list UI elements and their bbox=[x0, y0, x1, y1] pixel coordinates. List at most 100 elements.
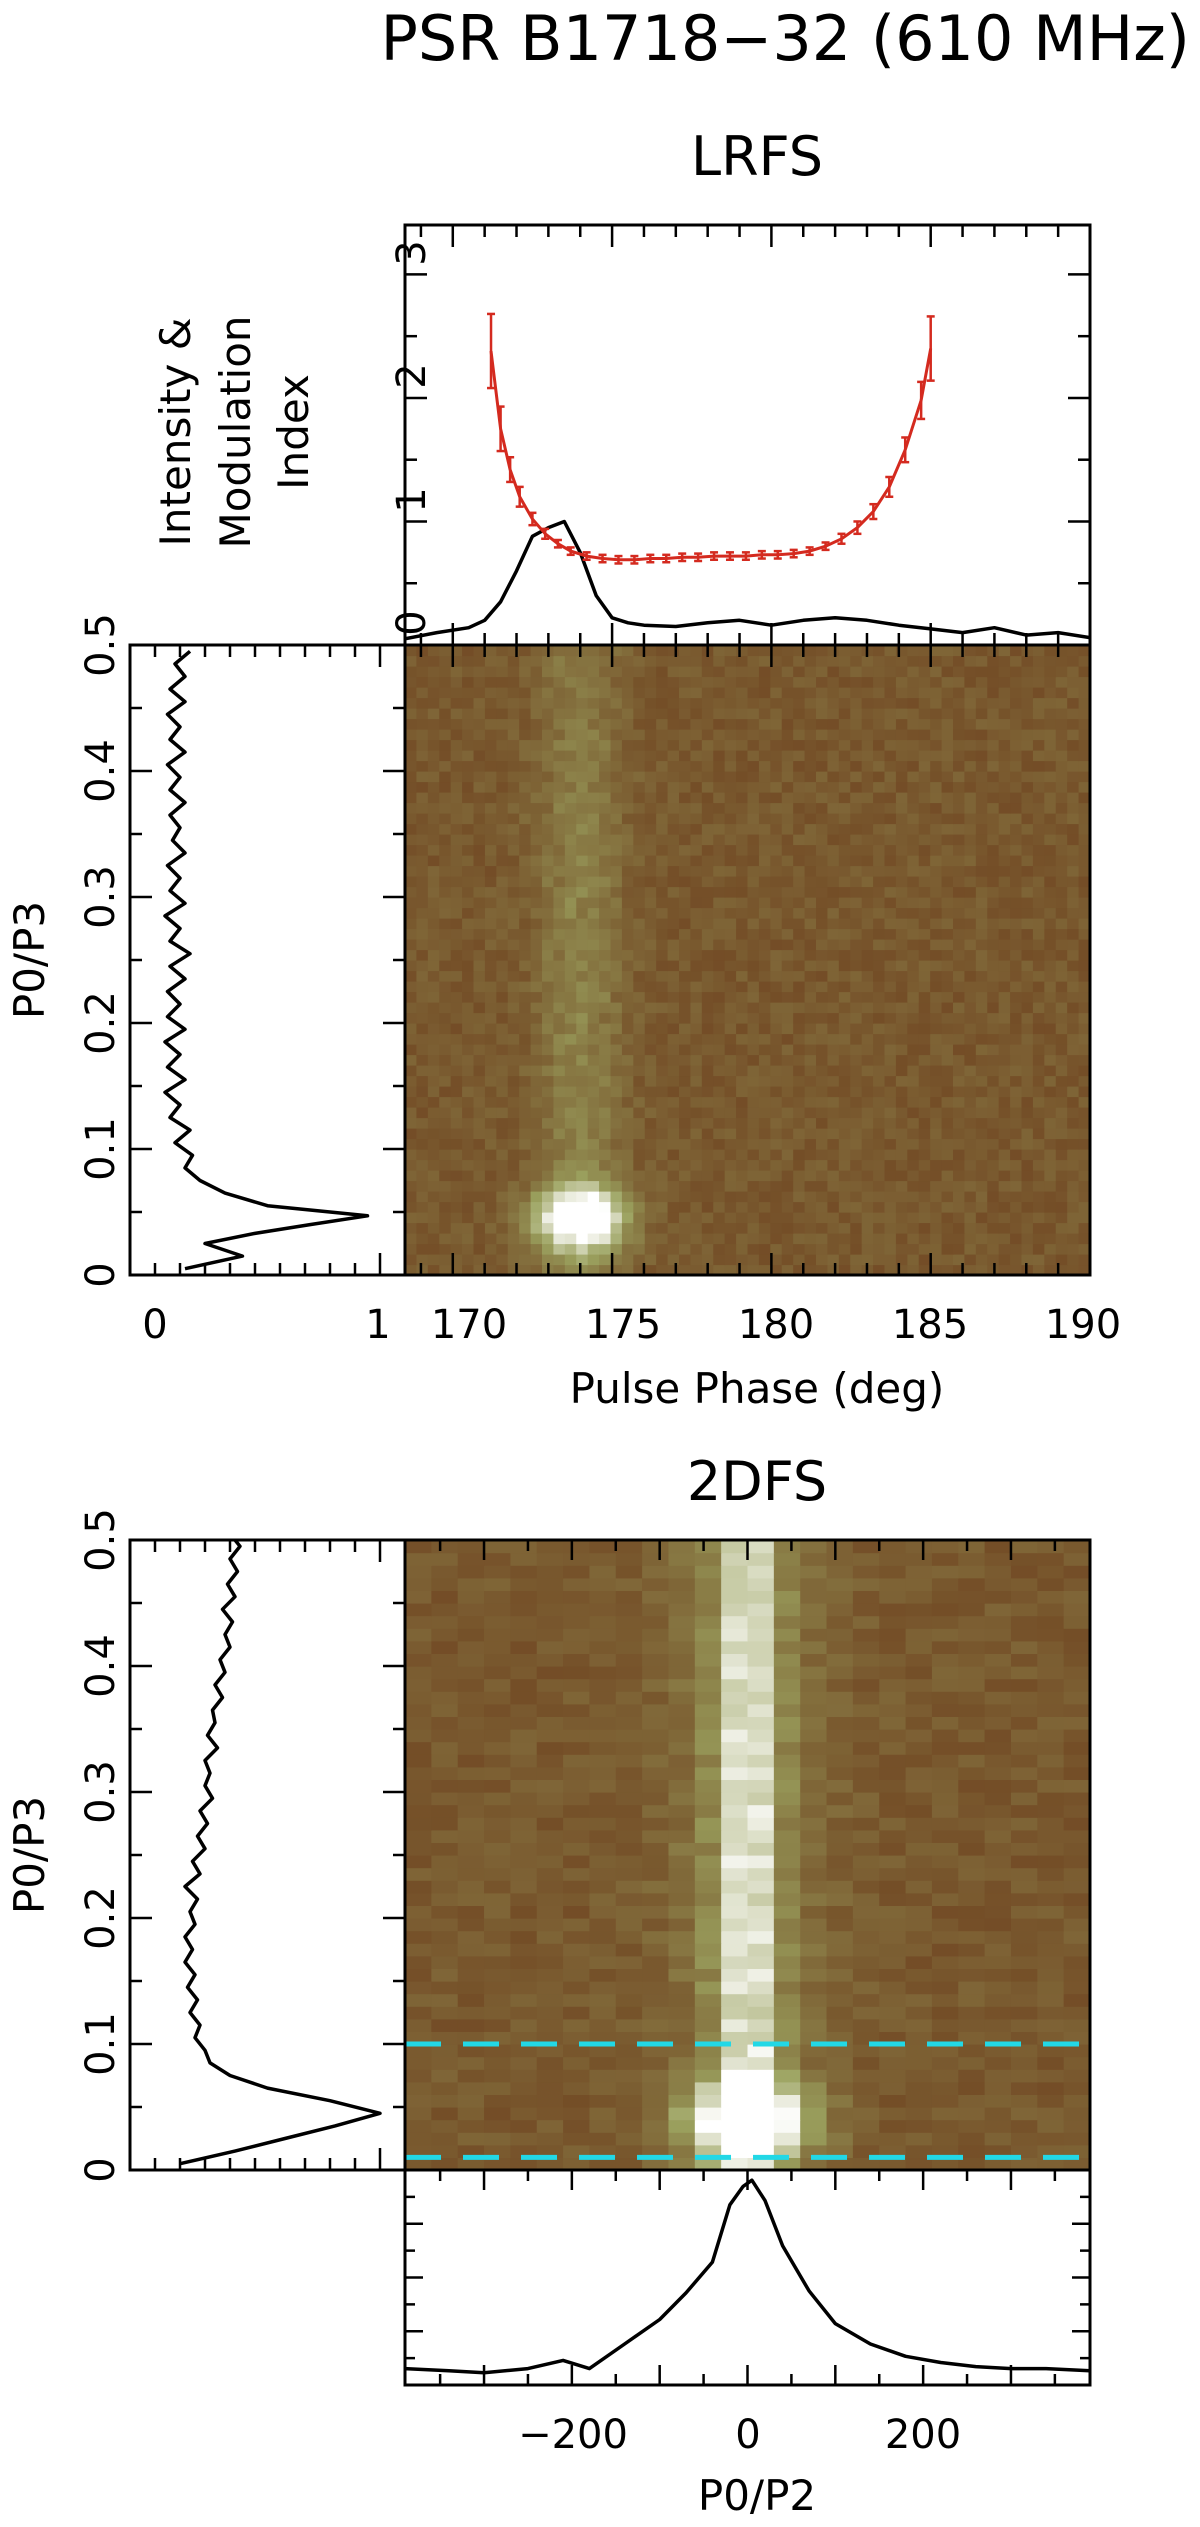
heatmap-cell bbox=[473, 1180, 486, 1192]
heatmap-cell bbox=[721, 2031, 749, 2045]
heatmap-cell bbox=[589, 1955, 617, 1969]
heatmap-cell bbox=[431, 2157, 459, 2171]
heatmap-cell bbox=[484, 939, 497, 951]
heatmap-cell bbox=[931, 1729, 959, 1743]
heatmap-cell bbox=[1021, 907, 1034, 919]
heatmap-cell bbox=[1078, 1002, 1091, 1014]
heatmap-cell bbox=[879, 2006, 907, 2020]
heatmap-cell bbox=[633, 729, 646, 741]
heatmap-cell bbox=[473, 970, 486, 982]
heatmap-cell bbox=[713, 981, 726, 993]
heatmap-cell bbox=[964, 781, 977, 793]
heatmap-cell bbox=[519, 1243, 532, 1255]
heatmap-cell bbox=[615, 1729, 643, 1743]
heatmap-cell bbox=[439, 781, 452, 793]
heatmap-cell bbox=[984, 1678, 1012, 1692]
heatmap-cell bbox=[816, 1065, 829, 1077]
heatmap-cell bbox=[838, 1243, 851, 1255]
heatmap-cell bbox=[405, 1703, 432, 1717]
heatmap-cell bbox=[530, 1044, 543, 1056]
heatmap-cell bbox=[615, 2144, 643, 2158]
heatmap-cell bbox=[931, 1993, 959, 2007]
heatmap-cell bbox=[519, 760, 532, 772]
heatmap-cell bbox=[484, 771, 497, 783]
heatmap-cell bbox=[852, 1968, 880, 1982]
heatmap-cell bbox=[496, 865, 509, 877]
heatmap-cell bbox=[519, 1138, 532, 1150]
heatmap-cell bbox=[1078, 645, 1091, 657]
heatmap-cell bbox=[850, 876, 863, 888]
heatmap-cell bbox=[563, 2144, 591, 2158]
heatmap-cell bbox=[770, 876, 783, 888]
heatmap-cell bbox=[457, 1993, 485, 2007]
heatmap-cell bbox=[621, 813, 634, 825]
heatmap-cell bbox=[747, 918, 760, 930]
heatmap-cell bbox=[473, 897, 486, 909]
heatmap-cell bbox=[770, 802, 783, 814]
heatmap-cell bbox=[615, 1792, 643, 1806]
heatmap-cell bbox=[804, 750, 817, 762]
heatmap-cell bbox=[1044, 823, 1057, 835]
heatmap-cell bbox=[701, 949, 714, 961]
heatmap-cell bbox=[439, 760, 452, 772]
heatmap-cell bbox=[838, 918, 851, 930]
heatmap-cell bbox=[827, 1065, 840, 1077]
heatmap-cell bbox=[1010, 1243, 1023, 1255]
heatmap-cell bbox=[861, 991, 874, 1003]
heatmap-cell bbox=[1078, 823, 1091, 835]
heatmap-cell bbox=[633, 708, 646, 720]
heatmap-cell bbox=[804, 991, 817, 1003]
heatmap-cell bbox=[781, 855, 794, 867]
heatmap-cell bbox=[457, 1955, 485, 1969]
heatmap-cell bbox=[861, 781, 874, 793]
heatmap-cell bbox=[507, 1075, 520, 1087]
heatmap-cell bbox=[781, 991, 794, 1003]
heatmap-cell bbox=[747, 813, 760, 825]
heatmap-cell bbox=[553, 1159, 566, 1171]
heatmap-cell bbox=[804, 1180, 817, 1192]
heatmap-cell bbox=[1055, 928, 1068, 940]
heatmap-cell bbox=[987, 1012, 1000, 1024]
heatmap-cell bbox=[747, 1880, 775, 1894]
heatmap-cell bbox=[800, 1792, 828, 1806]
heatmap-cell bbox=[850, 739, 863, 751]
heatmap-cell bbox=[633, 949, 646, 961]
heatmap-cell bbox=[861, 708, 874, 720]
heatmap-cell bbox=[439, 1170, 452, 1182]
heatmap-cell bbox=[758, 718, 771, 730]
heatmap-cell bbox=[941, 1054, 954, 1066]
heatmap-cell bbox=[1010, 645, 1023, 657]
heatmap-cell bbox=[975, 1243, 988, 1255]
heatmap-cell bbox=[587, 750, 600, 762]
heatmap-cell bbox=[1063, 1691, 1091, 1705]
heatmap-cell bbox=[984, 1829, 1012, 1843]
heatmap-cell bbox=[773, 2069, 801, 2083]
heatmap-cell bbox=[563, 1930, 591, 1944]
heatmap-cell bbox=[405, 1012, 418, 1024]
heatmap-cell bbox=[496, 1012, 509, 1024]
heatmap-cell bbox=[576, 928, 589, 940]
heatmap-cell bbox=[713, 1012, 726, 1024]
heatmap-cell bbox=[701, 813, 714, 825]
heatmap-cell bbox=[450, 1222, 463, 1234]
heatmap-cell bbox=[998, 645, 1011, 657]
heatmap-cell bbox=[457, 2006, 485, 2020]
heatmap-cell bbox=[1044, 865, 1057, 877]
heatmap-cell bbox=[850, 834, 863, 846]
heatmap-cell bbox=[827, 708, 840, 720]
heatmap-cell bbox=[615, 1968, 643, 1982]
heatmap-cell bbox=[416, 865, 429, 877]
heatmap-cell bbox=[427, 760, 440, 772]
heatmap-cell bbox=[931, 1678, 959, 1692]
heatmap-cell bbox=[793, 1191, 806, 1203]
heatmap-cell bbox=[496, 655, 509, 667]
heatmap-cell bbox=[457, 1666, 485, 1680]
heatmap-cell bbox=[895, 1243, 908, 1255]
heatmap-cell bbox=[721, 1716, 749, 1730]
heatmap-cell bbox=[563, 1729, 591, 1743]
heatmap-cell bbox=[679, 697, 692, 709]
heatmap-cell bbox=[793, 1264, 806, 1276]
heatmap-cell bbox=[1055, 1065, 1068, 1077]
heatmap-cell bbox=[918, 1212, 931, 1224]
heatmap-cell bbox=[773, 2081, 801, 2095]
